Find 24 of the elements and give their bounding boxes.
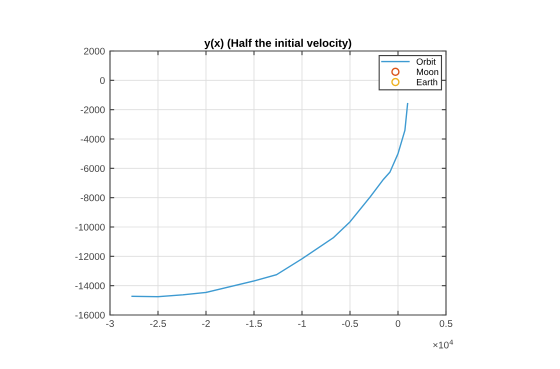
x-tick-label: -1.5 [246, 320, 262, 327]
y-tick-label: -6000 [80, 165, 105, 172]
y-tick-label: 0 [100, 77, 105, 84]
x-tick-label: -3 [106, 320, 114, 327]
x-tick-label: 0.5 [440, 320, 452, 327]
x-tick-label: -1 [298, 320, 306, 327]
legend-label: Moon [416, 68, 438, 76]
x-tick-label: -2.5 [150, 320, 166, 327]
legend-label: Orbit [416, 58, 436, 65]
y-tick-label: -14000 [75, 282, 105, 290]
legend-label: Earth [416, 78, 438, 86]
y-tick-label: -8000 [80, 194, 105, 202]
y-tick-label: -4000 [80, 136, 105, 143]
line-series [131, 102, 408, 298]
y-tick-label: -2000 [80, 106, 105, 114]
x-tick-label: -0.5 [342, 320, 358, 327]
chart-title: y(x) (Half the initial velocity) [204, 38, 352, 50]
y-tick-label: -10000 [75, 224, 105, 231]
y-tick-label: 2000 [84, 48, 105, 55]
x-tick-label: 0 [396, 320, 400, 327]
y-tick-label: -16000 [75, 312, 105, 319]
x-tick-label: -2 [202, 320, 210, 327]
text: ×10$^{4}$ [433, 340, 454, 348]
y-tick-label: -12000 [75, 253, 105, 260]
